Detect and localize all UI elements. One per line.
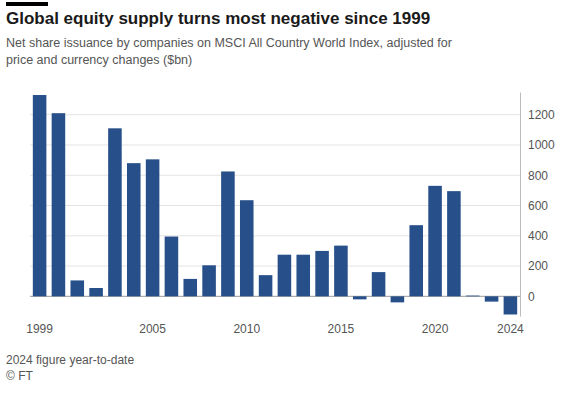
- bar: [108, 128, 122, 296]
- x-tick: 2020: [422, 316, 449, 336]
- y-tick: 1200: [520, 108, 555, 122]
- y-tick: 1000: [520, 138, 555, 152]
- bar: [447, 191, 461, 296]
- bar: [146, 159, 160, 296]
- bar: [353, 296, 367, 299]
- grid-line: [30, 144, 520, 145]
- y-tick-label: 800: [528, 169, 548, 183]
- y-tick-label: 200: [528, 259, 548, 273]
- title: Global equity supply turns most negative…: [6, 9, 430, 28]
- x-tick-label: 1999: [26, 322, 53, 336]
- bar: [466, 295, 480, 297]
- grid-line: [30, 266, 520, 267]
- x-tick-label: 2020: [422, 322, 449, 336]
- bar: [33, 95, 47, 296]
- bar: [89, 288, 103, 296]
- grid-line: [30, 114, 520, 115]
- y-axis: 0 200 400 600 800 1000 1200: [520, 93, 555, 317]
- y-tick: 800: [520, 169, 548, 183]
- x-tick: 2024: [497, 316, 524, 336]
- y-tick-label: 1200: [528, 108, 555, 122]
- bar: [202, 265, 216, 296]
- y-tick-label: 400: [528, 229, 548, 243]
- bar: [278, 255, 292, 297]
- x-axis: 1999 2005 2010 2015 2020 2024: [26, 316, 524, 336]
- x-tick: 1999: [26, 316, 53, 336]
- y-tick: 600: [520, 199, 548, 213]
- annotation: 2024 figure year-to-date: [6, 353, 134, 367]
- bar: [52, 113, 66, 296]
- y-tick-label: 1000: [528, 138, 555, 152]
- x-tick-label: 2024: [497, 322, 524, 336]
- bar: [296, 255, 310, 297]
- x-tick-label: 2015: [328, 322, 355, 336]
- grid-line: [30, 175, 520, 176]
- grid-line: [30, 235, 520, 236]
- bar: [334, 246, 348, 297]
- bar: [315, 251, 329, 296]
- y-tick-label: 600: [528, 199, 548, 213]
- bar: [259, 275, 273, 296]
- bar: [504, 296, 518, 314]
- bar: [409, 225, 423, 296]
- y-tick-label: 0: [528, 290, 535, 304]
- bar: [221, 171, 235, 296]
- bar: [372, 272, 386, 296]
- annotation: © FT: [6, 369, 34, 383]
- x-tick: 2015: [328, 316, 355, 336]
- x-tick-label: 2005: [139, 322, 166, 336]
- bar: [485, 296, 499, 301]
- bar: [240, 200, 254, 296]
- subtitle: Net share issuance by companies on MSCI …: [6, 36, 452, 67]
- grid: [30, 115, 520, 297]
- y-tick: 200: [520, 259, 548, 273]
- x-tick: 2010: [233, 316, 260, 336]
- bar: [391, 296, 405, 302]
- chart: Global equity supply turns most negative…: [0, 0, 565, 407]
- x-tick: 2005: [139, 316, 166, 336]
- bar: [165, 237, 179, 297]
- bar: [70, 280, 84, 296]
- grid-line: [30, 205, 520, 206]
- grid-line: [30, 296, 520, 297]
- bar: [183, 279, 197, 296]
- bars: [33, 95, 517, 314]
- bar: [428, 186, 442, 296]
- y-tick: 400: [520, 229, 548, 243]
- x-tick-label: 2010: [233, 322, 260, 336]
- bar: [127, 163, 141, 296]
- decor-bar: [6, 2, 48, 6]
- y-axis-line: [520, 93, 521, 317]
- y-tick: 0: [520, 290, 535, 304]
